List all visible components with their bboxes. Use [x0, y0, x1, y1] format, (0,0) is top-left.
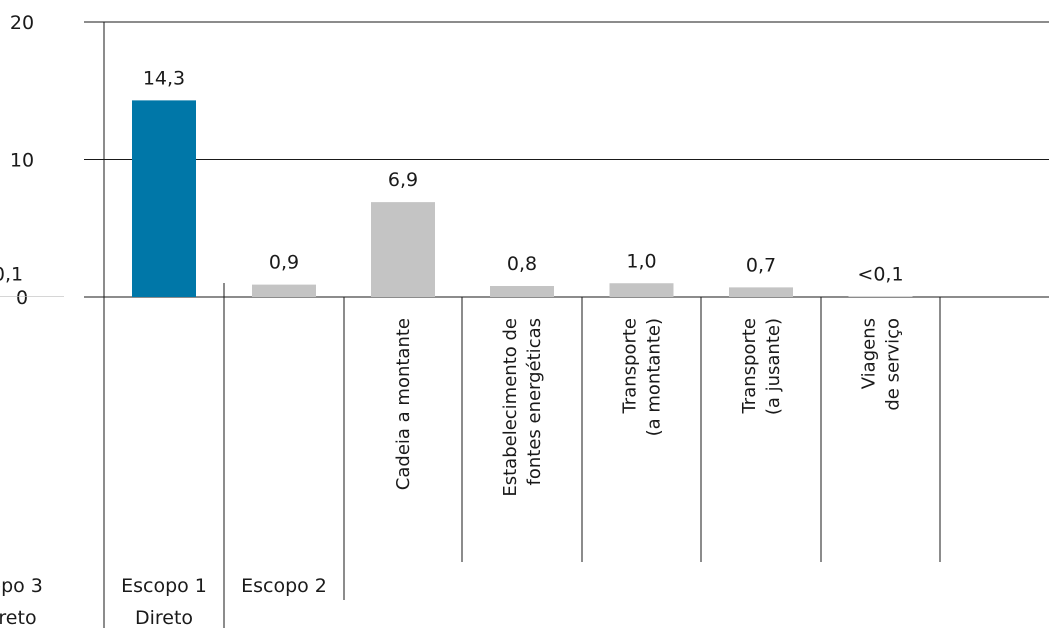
- scope-type-label: Direto: [135, 607, 193, 629]
- data-label: 1,0: [626, 250, 656, 272]
- indirect-label: Indireto: [0, 607, 37, 629]
- bar: [0, 296, 64, 297]
- y-tick-label: 10: [10, 150, 34, 172]
- data-label: 0,8: [507, 253, 537, 275]
- scope-labels: Escopo 1 Direto Escopo 2 Escopo 3 Indireto: [0, 575, 327, 629]
- bar: [252, 284, 316, 297]
- data-label: <0,1: [857, 263, 903, 285]
- data-labels: 14,3 0,9 6,9 0,8 1,0 0,7 <0,1 <0,1: [0, 67, 904, 285]
- gridlines: [84, 21, 1049, 298]
- y-tick-label: 20: [10, 12, 34, 34]
- scope-label: Escopo 3: [0, 575, 43, 597]
- category-label: de serviço: [883, 318, 904, 411]
- bar: [490, 286, 554, 297]
- bar: [609, 283, 674, 297]
- scope-label: Escopo 2: [241, 575, 327, 597]
- category-label: Estabelecimento de: [500, 318, 521, 497]
- data-label: 14,3: [143, 67, 185, 89]
- y-tick-label: 0: [16, 287, 28, 309]
- category-labels: Cadeia a montante Estabelecimento de fonte…: [393, 318, 904, 497]
- bar: [371, 202, 435, 297]
- data-label: 0,9: [269, 252, 299, 274]
- category-separators: [103, 22, 941, 628]
- category-label: Transporte: [620, 318, 641, 415]
- category-label: (a montante): [644, 318, 665, 436]
- scope-label: Escopo 1: [121, 575, 207, 597]
- category-label: Cadeia a montante: [393, 318, 414, 490]
- bar: [848, 296, 913, 297]
- category-label: (a jusante): [763, 318, 784, 415]
- bar: [729, 287, 793, 297]
- data-label: 6,9: [388, 169, 418, 191]
- category-label: Viagens: [859, 318, 880, 389]
- bar: [132, 100, 196, 297]
- bars: [0, 100, 913, 297]
- y-axis-tick-labels: 0 10 20: [10, 12, 34, 309]
- data-label: 0,7: [746, 254, 776, 276]
- data-label: <0,1: [0, 263, 23, 285]
- category-label: Transporte: [739, 318, 760, 415]
- category-label: fontes energéticas: [524, 318, 545, 486]
